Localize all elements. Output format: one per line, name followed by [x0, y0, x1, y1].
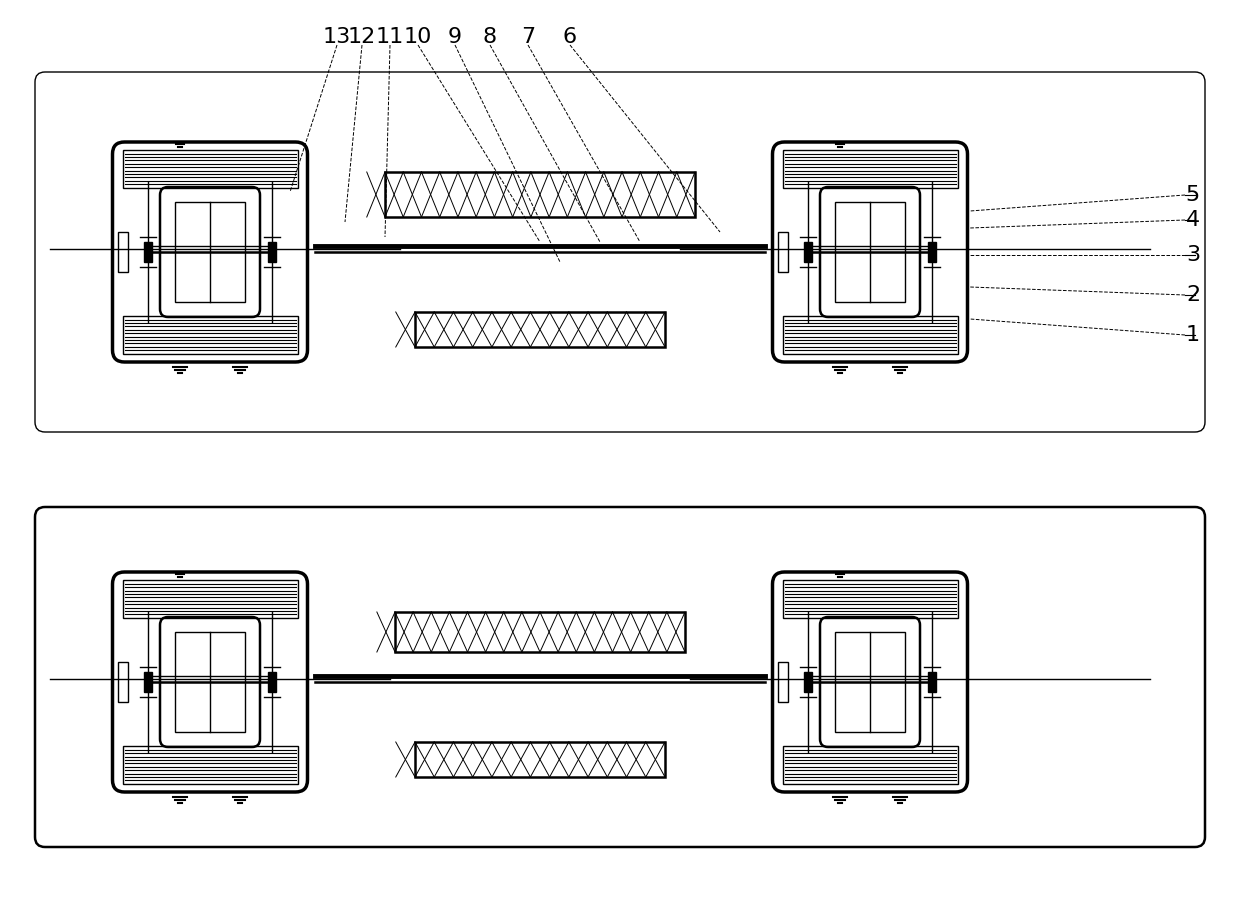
Bar — [804, 242, 812, 262]
Text: 3: 3 — [1185, 245, 1200, 265]
Bar — [268, 672, 277, 692]
Bar — [835, 632, 905, 732]
Bar — [144, 672, 153, 692]
Bar — [268, 242, 277, 262]
Text: 5: 5 — [1185, 185, 1200, 205]
Bar — [175, 632, 246, 732]
Bar — [804, 672, 812, 692]
Text: 6: 6 — [563, 27, 577, 47]
Text: 11: 11 — [376, 27, 404, 47]
Text: 7: 7 — [521, 27, 536, 47]
Bar — [396, 612, 684, 652]
Text: 1: 1 — [1185, 325, 1200, 345]
Text: 8: 8 — [482, 27, 497, 47]
Text: 12: 12 — [348, 27, 376, 47]
Bar — [175, 202, 246, 302]
Bar — [118, 232, 128, 272]
Bar — [928, 672, 936, 692]
Bar — [415, 312, 665, 347]
Bar — [118, 662, 128, 702]
Bar — [415, 742, 665, 777]
Text: 4: 4 — [1185, 210, 1200, 230]
Bar — [777, 662, 787, 702]
Text: 9: 9 — [448, 27, 463, 47]
Bar — [123, 580, 298, 618]
Bar — [782, 746, 957, 784]
Bar — [835, 202, 905, 302]
Text: 2: 2 — [1185, 285, 1200, 305]
Bar — [782, 150, 957, 188]
Bar — [123, 316, 298, 354]
Bar — [144, 242, 153, 262]
Bar — [782, 316, 957, 354]
Bar — [384, 172, 694, 217]
Bar — [777, 232, 787, 272]
Bar — [782, 580, 957, 618]
Bar — [123, 150, 298, 188]
Bar — [123, 746, 298, 784]
Text: 13: 13 — [322, 27, 351, 47]
Bar — [928, 242, 936, 262]
Text: 10: 10 — [404, 27, 433, 47]
